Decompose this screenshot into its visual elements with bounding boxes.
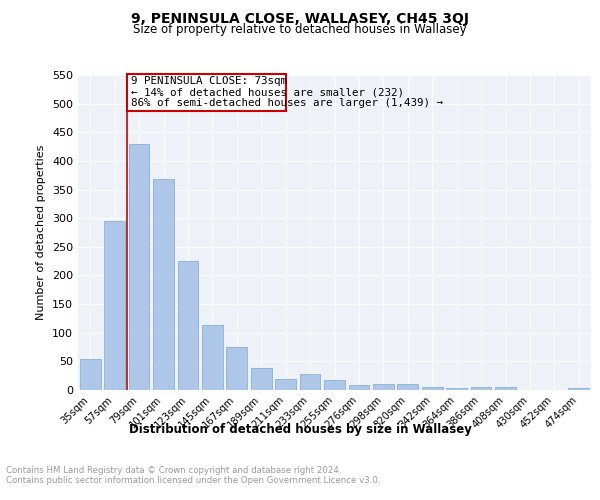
Text: 9, PENINSULA CLOSE, WALLASEY, CH45 3QJ: 9, PENINSULA CLOSE, WALLASEY, CH45 3QJ xyxy=(131,12,469,26)
Bar xyxy=(128,144,149,390)
Text: 9 PENINSULA CLOSE: 73sqm: 9 PENINSULA CLOSE: 73sqm xyxy=(131,76,287,86)
Bar xyxy=(397,384,418,390)
Bar xyxy=(202,326,223,390)
Bar xyxy=(104,221,125,390)
Text: Distribution of detached houses by size in Wallasey: Distribution of detached houses by size … xyxy=(128,422,472,436)
Text: ← 14% of detached houses are smaller (232): ← 14% of detached houses are smaller (23… xyxy=(131,87,404,97)
Bar xyxy=(373,384,394,390)
Text: Contains public sector information licensed under the Open Government Licence v3: Contains public sector information licen… xyxy=(6,476,380,485)
Bar xyxy=(446,388,467,390)
Bar xyxy=(251,368,272,390)
Bar xyxy=(226,347,247,390)
Y-axis label: Number of detached properties: Number of detached properties xyxy=(37,145,46,320)
Bar xyxy=(275,378,296,390)
Bar xyxy=(349,386,370,390)
Bar xyxy=(299,374,320,390)
Bar xyxy=(178,261,199,390)
Text: Contains HM Land Registry data © Crown copyright and database right 2024.: Contains HM Land Registry data © Crown c… xyxy=(6,466,341,475)
Bar xyxy=(153,179,174,390)
Bar xyxy=(470,387,491,390)
Text: Size of property relative to detached houses in Wallasey: Size of property relative to detached ho… xyxy=(133,22,467,36)
Bar xyxy=(80,358,101,390)
Bar xyxy=(324,380,345,390)
Bar xyxy=(568,388,589,390)
Bar xyxy=(495,386,516,390)
FancyBboxPatch shape xyxy=(127,74,286,110)
Text: 86% of semi-detached houses are larger (1,439) →: 86% of semi-detached houses are larger (… xyxy=(131,98,443,108)
Bar xyxy=(422,387,443,390)
